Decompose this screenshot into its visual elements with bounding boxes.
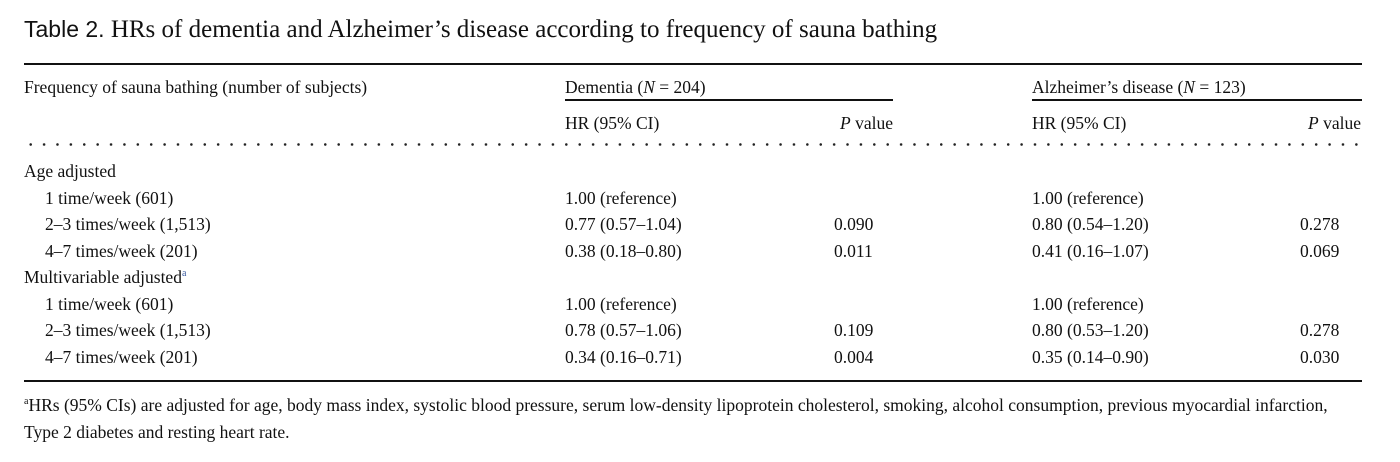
- row-alzheimers-hr: 0.80 (0.53–1.20): [1032, 320, 1149, 340]
- row-freq: 4–7 times/week (201): [45, 241, 198, 261]
- row-dementia-hr: 1.00 (reference): [565, 188, 677, 208]
- row-dementia-p: 0.004: [834, 347, 874, 367]
- row-freq: 2–3 times/week (1,513): [45, 214, 211, 234]
- row-alzheimers-hr: 1.00 (reference): [1032, 188, 1144, 208]
- alzheimers-p-italic: P: [1308, 113, 1319, 133]
- row-dementia-hr: 0.78 (0.57–1.06): [565, 320, 682, 340]
- alzheimers-header-post: = 123): [1194, 77, 1246, 97]
- dementia-hr-header: HR (95% CI): [565, 113, 660, 133]
- dotted-rule: [24, 143, 1362, 146]
- row-dementia-hr: 1.00 (reference): [565, 294, 677, 314]
- group-label: Age adjusted: [24, 161, 116, 181]
- footnote-marker: a: [24, 396, 29, 408]
- row-alzheimers-hr: 1.00 (reference): [1032, 294, 1144, 314]
- row-alzheimers-p: 0.278: [1300, 214, 1340, 234]
- row-freq: 4–7 times/week (201): [45, 347, 198, 367]
- row-alzheimers-p: 0.278: [1300, 320, 1340, 340]
- row-freq: 1 time/week (601): [45, 294, 174, 314]
- bottom-rule: [24, 380, 1362, 382]
- group-label-with-note: Multivariable adjusteda: [24, 266, 186, 288]
- alzheimers-span-rule: [1032, 99, 1362, 101]
- alzheimers-p-rest: value: [1318, 113, 1361, 133]
- dementia-p-rest: value: [850, 113, 893, 133]
- dementia-p-italic: P: [840, 113, 851, 133]
- table-caption: Table 2. HRs of dementia and Alzheimer’s…: [24, 16, 937, 44]
- dementia-span-rule: [565, 99, 893, 101]
- stub-header: Frequency of sauna bathing (number of su…: [24, 77, 368, 97]
- alzheimers-hr-header: HR (95% CI): [1032, 113, 1127, 133]
- footnote-text: HRs (95% CIs) are adjusted for age, body…: [24, 395, 1328, 442]
- dementia-p-header: P value: [840, 112, 893, 134]
- row-dementia-hr: 0.38 (0.18–0.80): [565, 241, 682, 261]
- alzheimers-header-n: N: [1183, 77, 1195, 97]
- dementia-header-post: = 204): [654, 77, 706, 97]
- row-dementia-hr: 0.77 (0.57–1.04): [565, 214, 682, 234]
- dementia-header: Dementia (N = 204): [565, 76, 706, 98]
- row-freq: 2–3 times/week (1,513): [45, 320, 211, 340]
- row-dementia-p: 0.090: [834, 214, 874, 234]
- alzheimers-header: Alzheimer’s disease (N = 123): [1032, 76, 1246, 98]
- row-freq: 1 time/week (601): [45, 188, 174, 208]
- row-dementia-p: 0.011: [834, 241, 873, 261]
- footnote-marker: a: [181, 268, 187, 280]
- row-alzheimers-hr: 0.41 (0.16–1.07): [1032, 241, 1149, 261]
- row-alzheimers-hr: 0.80 (0.54–1.20): [1032, 214, 1149, 234]
- table-label: Table 2.: [24, 16, 105, 42]
- row-alzheimers-p: 0.030: [1300, 347, 1340, 367]
- dementia-header-pre: Dementia (: [565, 77, 644, 97]
- row-alzheimers-hr: 0.35 (0.14–0.90): [1032, 347, 1149, 367]
- row-dementia-hr: 0.34 (0.16–0.71): [565, 347, 682, 367]
- dementia-header-n: N: [643, 77, 655, 97]
- top-rule: [24, 63, 1362, 65]
- table-title: HRs of dementia and Alzheimer’s disease …: [110, 16, 938, 43]
- alzheimers-header-pre: Alzheimer’s disease (: [1032, 77, 1184, 97]
- alzheimers-p-header: P value: [1308, 112, 1361, 134]
- footnote: aHRs (95% CIs) are adjusted for age, bod…: [24, 392, 1364, 446]
- group-label: Multivariable adjusted: [24, 267, 182, 287]
- row-dementia-p: 0.109: [834, 320, 874, 340]
- row-alzheimers-p: 0.069: [1300, 241, 1340, 261]
